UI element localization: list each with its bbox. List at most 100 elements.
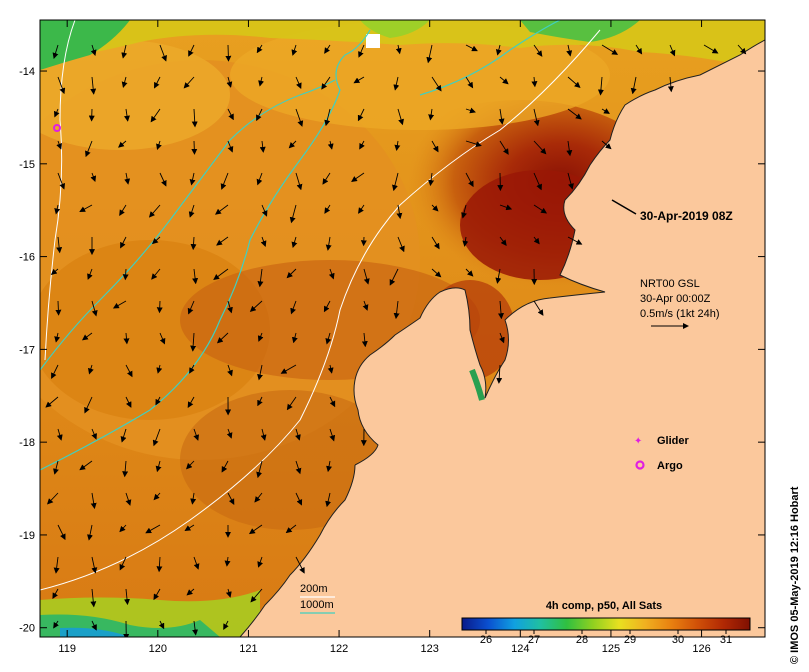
current-arrow	[462, 236, 469, 247]
current-arrow	[186, 460, 195, 470]
current-arrow	[361, 332, 368, 348]
current-arrow	[358, 204, 365, 214]
current-arrow	[79, 204, 93, 212]
current-arrow	[216, 236, 229, 246]
current-arrow	[499, 140, 509, 155]
isobath-200m-line	[40, 29, 601, 591]
current-arrow	[533, 140, 547, 155]
current-arrow	[184, 524, 195, 532]
current-arrow	[151, 236, 161, 245]
current-arrow	[533, 44, 543, 57]
current-arrow	[737, 44, 747, 55]
current-arrow	[190, 492, 197, 505]
current-arrow	[214, 204, 229, 215]
current-arrow	[428, 172, 435, 187]
current-arrow	[495, 44, 502, 56]
current-arrow	[426, 44, 433, 64]
lat-tick-label: -15	[19, 159, 35, 171]
current-arrow	[394, 140, 401, 151]
isobath-200m-label: 200m	[300, 583, 328, 595]
current-arrow	[79, 460, 93, 471]
current-arrow	[291, 236, 298, 249]
argo-marker-icon	[635, 460, 645, 470]
isobath-1000m-line-west	[40, 79, 336, 371]
glider-legend-label: Glider	[657, 435, 690, 447]
current-arrow	[465, 140, 482, 147]
current-arrow	[295, 460, 302, 475]
timestamp-label: 30-Apr-2019 08Z	[640, 209, 733, 223]
isobath-200m-line-west	[44, 20, 76, 361]
current-arrow	[291, 332, 298, 344]
current-time-label: 30-Apr 00:00Z	[640, 293, 711, 305]
current-arrow	[285, 524, 297, 534]
current-arrow	[121, 76, 128, 88]
current-arrow	[498, 108, 505, 125]
current-arrow	[259, 140, 266, 153]
current-arrow	[183, 76, 195, 89]
current-arrow	[326, 460, 332, 473]
lat-tick-label: -19	[19, 530, 35, 542]
current-arrow	[54, 204, 61, 215]
current-arrow	[329, 396, 336, 408]
current-scale-label: 0.5m/s (1kt 24h)	[640, 308, 719, 320]
current-arrow	[124, 172, 131, 185]
current-arrow	[193, 428, 200, 441]
current-arrow	[87, 364, 94, 375]
current-arrow	[601, 44, 619, 55]
current-arrow	[465, 268, 474, 277]
current-arrow	[223, 620, 229, 630]
current-arrow	[216, 332, 229, 344]
current-arrow	[257, 332, 264, 342]
current-arrow	[120, 236, 127, 249]
current-arrow	[249, 300, 263, 312]
current-arrow	[256, 460, 263, 479]
current-arrow	[324, 204, 331, 214]
current-arrow	[465, 107, 476, 114]
current-arrow	[224, 556, 231, 567]
current-arrow	[90, 76, 97, 95]
isobath-1000m-line	[40, 29, 371, 471]
current-arrow	[323, 300, 331, 313]
current-arrow	[156, 364, 163, 374]
current-arrow	[119, 556, 127, 571]
lat-tick-label: -17	[19, 344, 35, 356]
current-arrow	[667, 76, 674, 93]
lon-tick-label: 120	[149, 643, 167, 655]
current-arrow	[227, 140, 234, 153]
argo-marker	[53, 124, 61, 132]
colorbar-tick-label: 28	[576, 634, 588, 646]
current-arrow	[397, 108, 404, 126]
current-arrow	[213, 268, 229, 280]
current-arrow	[358, 44, 365, 58]
current-arrow	[190, 236, 197, 251]
current-arrow	[566, 140, 573, 157]
lon-tick-label: 126	[692, 643, 710, 655]
current-arrow	[389, 268, 399, 286]
current-arrow	[155, 396, 161, 406]
current-arrow	[392, 172, 399, 192]
current-arrow	[189, 172, 196, 186]
current-arrow	[56, 140, 62, 150]
current-arrow	[286, 268, 297, 279]
current-arrow	[257, 268, 264, 288]
current-arrow	[189, 364, 195, 374]
current-arrow	[393, 76, 400, 91]
current-arrow	[635, 44, 643, 55]
current-arrow	[153, 588, 161, 601]
current-arrow	[431, 236, 440, 250]
current-arrow	[148, 204, 161, 218]
current-arrow	[53, 460, 59, 475]
current-arrow	[286, 396, 297, 411]
current-arrow	[56, 236, 63, 254]
current-arrow	[122, 268, 129, 281]
current-arrow	[533, 236, 540, 245]
current-arrow	[159, 44, 167, 62]
current-arrow	[53, 620, 59, 629]
colorbar-tick-label: 27	[528, 634, 540, 646]
current-arrow	[465, 44, 478, 52]
current-arrow	[289, 204, 297, 224]
argo-legend-label: Argo	[657, 460, 683, 472]
current-arrow	[353, 76, 365, 84]
current-arrow	[327, 140, 334, 150]
